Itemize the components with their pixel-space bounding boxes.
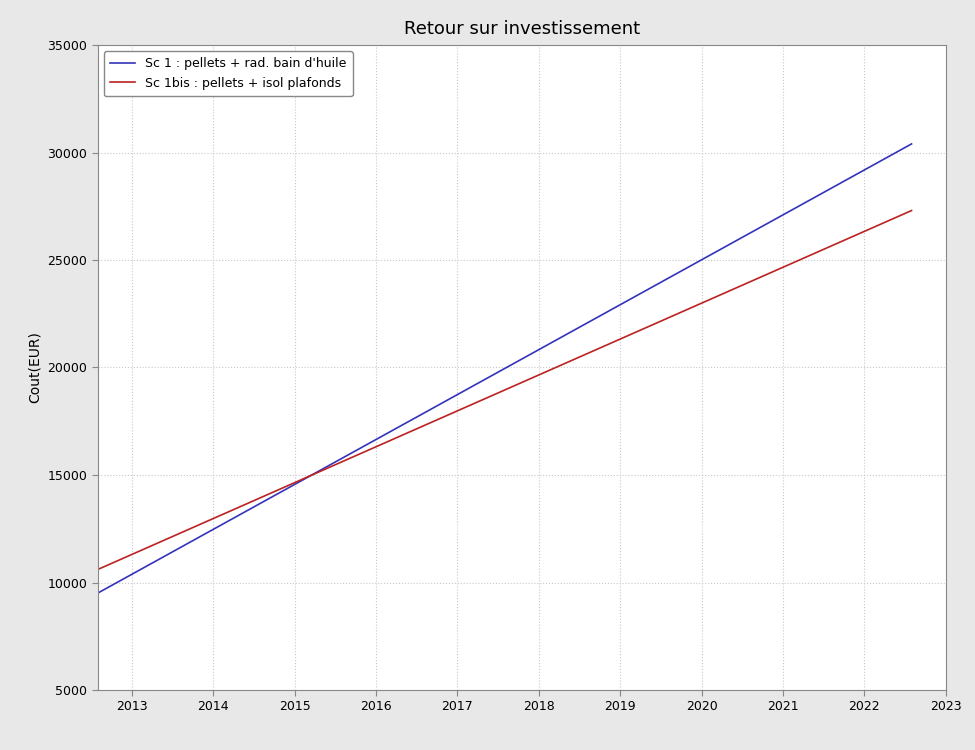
Legend: Sc 1 : pellets + rad. bain d'huile, Sc 1bis : pellets + isol plafonds: Sc 1 : pellets + rad. bain d'huile, Sc 1… xyxy=(103,51,353,96)
Title: Retour sur investissement: Retour sur investissement xyxy=(404,20,640,38)
Y-axis label: Cout(EUR): Cout(EUR) xyxy=(27,332,42,404)
